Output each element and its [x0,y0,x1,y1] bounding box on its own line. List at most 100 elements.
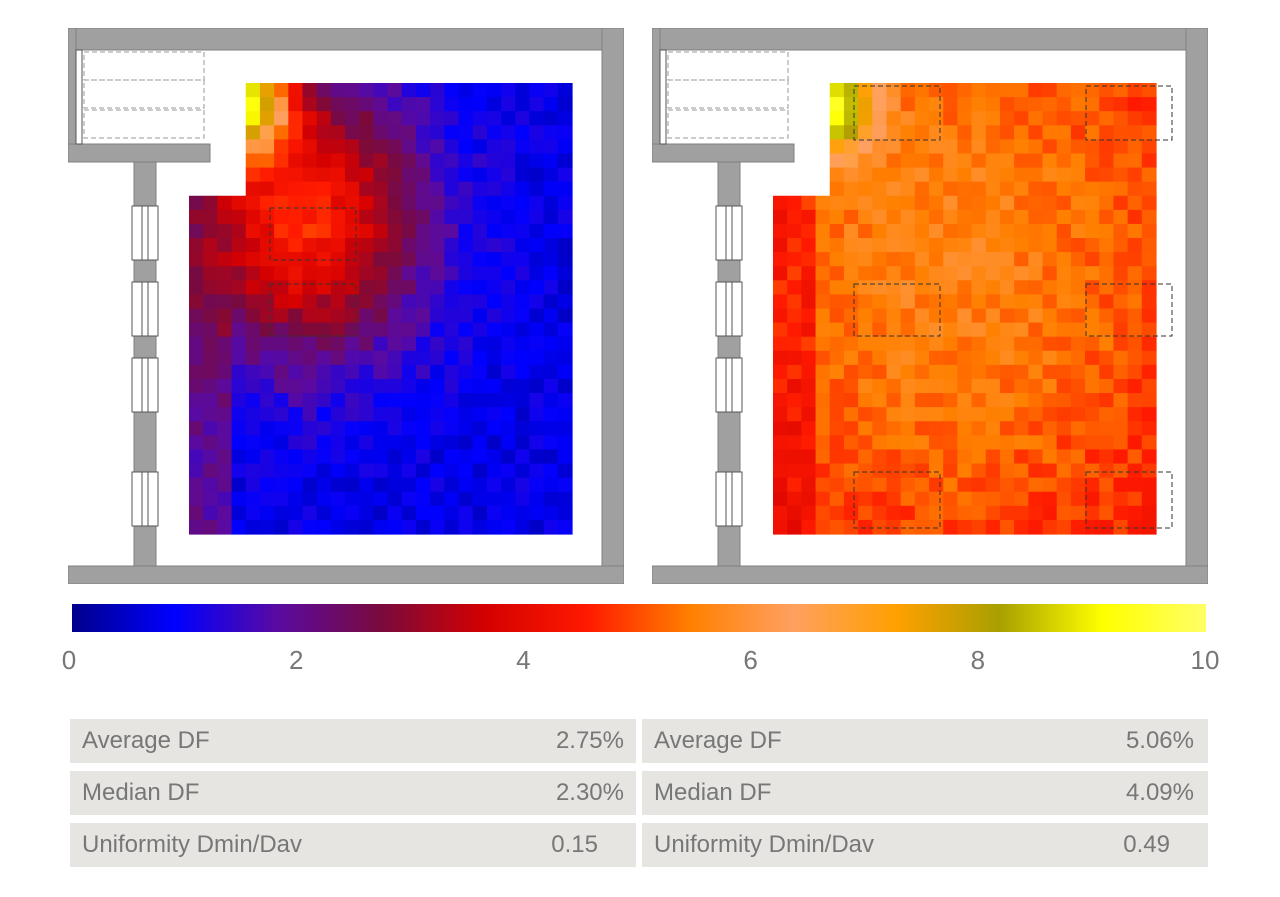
df-cell [345,336,360,352]
df-cell [359,421,375,436]
df-cell [557,167,573,183]
df-cell [373,153,389,169]
df-cell [886,153,902,169]
df-cell [359,519,375,535]
df-cell [1113,181,1129,197]
window [131,471,159,527]
df-cell [1070,153,1086,169]
df-cell [302,421,318,436]
df-cell [1056,266,1072,281]
df-cell [557,294,573,310]
df-cell [330,223,346,239]
df-cell [999,378,1015,394]
df-cell [387,407,403,422]
df-cell [829,266,845,281]
df-cell [829,294,845,310]
df-cell [302,252,318,267]
df-cell [843,463,859,479]
df-cell [259,266,275,281]
df-cell [415,111,431,126]
df-cell [843,449,859,465]
df-cell [415,407,431,422]
df-cell [787,209,802,225]
df-cell [259,139,275,155]
df-cell [1028,252,1044,267]
df-cell [217,491,233,507]
df-cell [1014,139,1029,155]
df-cell [1127,167,1143,183]
df-cell [543,519,559,535]
df-cell [543,181,559,197]
df-cell [999,195,1015,211]
df-cell [985,294,1001,310]
df-cell [415,139,431,155]
df-cell [217,449,233,465]
df-cell [1127,280,1143,295]
df-cell [1056,322,1072,338]
df-cell [858,421,873,436]
df-cell [957,223,973,239]
df-cell [245,463,261,479]
df-cell [985,519,1001,535]
df-cell [914,294,930,310]
df-cell [316,139,332,155]
df-cell [872,322,888,338]
wall-right [601,28,624,584]
colorbar-tick: 8 [970,645,986,675]
df-cell [943,294,959,310]
df-cell [543,421,559,436]
df-cell [1056,223,1072,239]
df-cell [1028,505,1044,521]
df-cell [1113,378,1129,394]
df-cell [886,294,902,310]
df-cell [543,435,559,451]
df-cell [387,266,403,281]
df-cell [245,167,261,183]
df-cell [929,393,944,408]
df-cell [999,421,1015,436]
df-cell [1113,505,1129,521]
df-cell [773,505,788,521]
df-cell [430,125,445,140]
df-cell [345,435,360,451]
df-cell [1042,491,1058,507]
df-cell [801,336,817,352]
df-cell [458,238,474,253]
df-cell [316,407,332,422]
df-cell [815,336,831,352]
df-cell [458,167,474,183]
df-cell [929,421,944,436]
df-cell [985,111,1001,126]
df-cell [203,336,218,352]
df-cell [401,139,417,155]
df-cell [1014,181,1029,197]
df-cell [1141,209,1157,225]
df-cell [330,97,346,112]
df-cell [773,238,788,253]
df-cell [1028,153,1044,169]
df-cell [415,378,431,394]
df-cell [1141,139,1157,155]
df-cell [829,223,845,239]
df-cell [245,83,261,98]
dashed-desk [667,79,789,109]
df-cell [971,477,987,493]
df-cell [957,505,973,521]
df-cell [486,223,502,239]
df-cell [1056,505,1072,521]
df-cell [345,223,360,239]
df-cell [203,364,218,380]
df-cell [529,125,545,140]
colorbar-tick: 6 [743,645,758,675]
df-cell [245,322,261,338]
df-cell [943,280,959,295]
desk-outline [269,283,357,337]
df-cell [245,252,261,267]
df-cell [886,477,902,493]
df-cell [985,449,1001,465]
df-cell [430,435,445,451]
df-cell [288,125,304,140]
df-cell [458,336,474,352]
df-cell [815,350,831,366]
df-cell [787,223,802,239]
